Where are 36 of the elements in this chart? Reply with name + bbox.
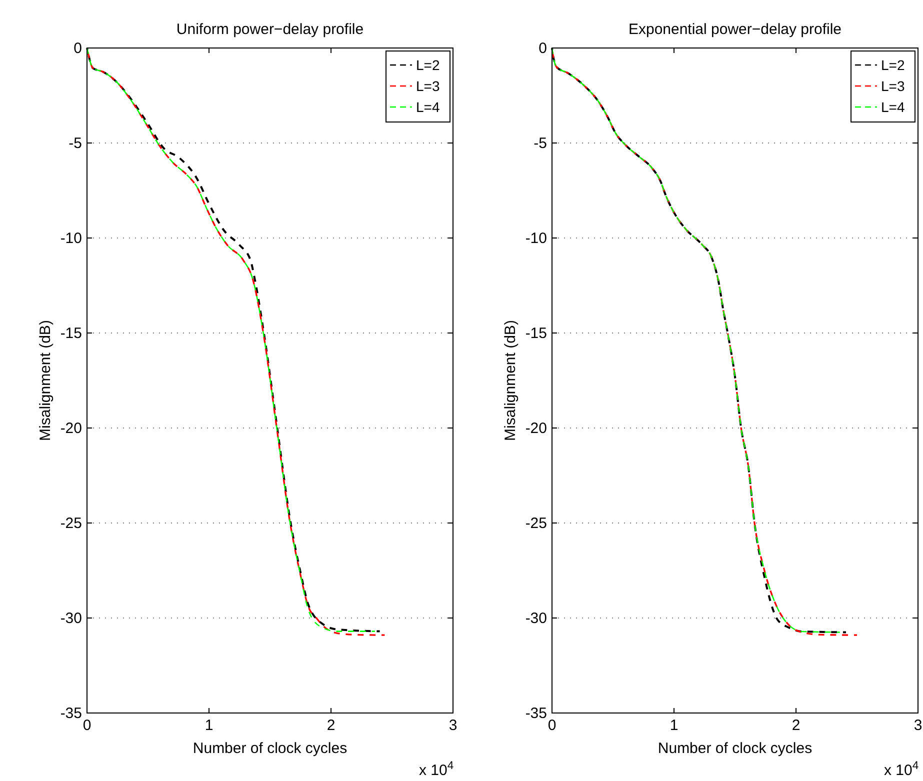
y-tick-label: -5 [534, 135, 547, 152]
text: x 10$^{4}$ [419, 760, 454, 779]
y-tick-label: -30 [525, 610, 547, 627]
y-tick-label: -15 [60, 325, 82, 342]
y-axis-title: Misalignment (dB) [502, 320, 519, 441]
y-tick-label: -35 [525, 705, 547, 722]
x-axis-title: Number of clock cycles [192, 740, 348, 757]
y-tick-label: 0 [538, 40, 547, 57]
x-tick-label: 1 [204, 717, 214, 734]
legend-label: L=3 [416, 78, 440, 94]
x-tick-label: 1 [670, 717, 678, 734]
y-tick-label: -35 [60, 705, 82, 722]
legend-label: L=3 [881, 78, 905, 94]
y-tick-label: -20 [60, 420, 82, 437]
y-tick-label: -20 [525, 420, 547, 437]
y-tick-label: -25 [525, 515, 547, 532]
x-axis-title: Number of clock cycles [658, 740, 812, 757]
x-tick-label: 2 [326, 717, 336, 734]
x-tick-label: 3 [914, 717, 922, 734]
legend-label: L=2 [881, 57, 905, 73]
y-tick-label: -10 [525, 230, 547, 247]
y-tick-label: -15 [525, 325, 547, 342]
text: x 10$^{4}$ [884, 760, 919, 779]
y-tick-label: -25 [60, 515, 82, 532]
y-tick-label: 0 [74, 40, 82, 57]
chart-title: Uniform power−delay profile [176, 21, 364, 38]
x-tick-label: 2 [792, 717, 800, 734]
chart-title: Exponential power−delay profile [628, 21, 842, 38]
x-tick-label: 3 [448, 717, 458, 734]
y-axis-title: Misalignment (dB) [37, 320, 54, 441]
y-tick-label: -30 [60, 610, 82, 627]
y-tick-label: -10 [60, 230, 82, 247]
legend-label: L=2 [416, 57, 440, 73]
legend-label: L=4 [416, 99, 440, 115]
legend-label: L=4 [881, 99, 905, 115]
y-tick-label: -5 [68, 135, 82, 152]
